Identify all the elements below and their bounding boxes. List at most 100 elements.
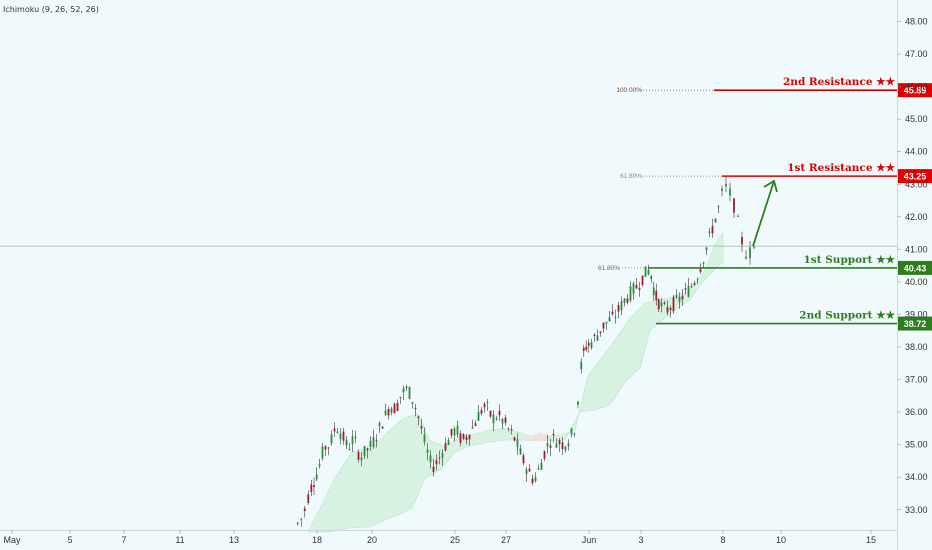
candle-body <box>753 247 755 248</box>
candle-body <box>388 409 390 415</box>
candle-body <box>328 448 330 449</box>
price-tag-text: 40.43 <box>904 263 927 273</box>
candle-body <box>433 467 435 472</box>
candle-body <box>415 408 417 409</box>
candle-body <box>630 286 632 300</box>
candle-body <box>733 198 735 212</box>
candle-body <box>300 519 302 520</box>
x-tick-label: 18 <box>312 535 322 545</box>
candle-body <box>319 464 321 466</box>
fib-label: 61.80% <box>620 173 642 180</box>
candle-body <box>688 286 690 297</box>
y-tick-label: 38.00 <box>905 342 928 352</box>
candle-body <box>694 283 696 285</box>
candle-body <box>403 388 405 392</box>
candle-body <box>562 442 564 449</box>
candle-body <box>547 443 549 446</box>
candle-body <box>725 184 727 187</box>
candle-body <box>484 404 486 408</box>
candle-body <box>618 305 620 312</box>
candle-body <box>609 317 611 321</box>
candle-body <box>585 347 587 350</box>
candle-body <box>559 440 561 444</box>
candle-body <box>475 423 477 426</box>
candle-body <box>685 288 687 289</box>
y-tick-label: 36.00 <box>905 407 928 417</box>
candle-body <box>597 335 599 340</box>
candle-body <box>580 362 582 369</box>
candle-body <box>313 485 315 487</box>
x-tick-label: 8 <box>720 535 725 545</box>
candle-body <box>667 307 669 313</box>
candle-body <box>445 443 447 450</box>
y-tick-label: 39.00 <box>905 309 928 319</box>
y-tick-label: 41.00 <box>905 244 928 254</box>
candle-body <box>679 297 681 302</box>
candle-body <box>454 429 456 436</box>
candle-body <box>541 463 543 470</box>
candle-body <box>700 269 702 272</box>
y-tick-label: 43.00 <box>905 179 928 189</box>
candle-body <box>661 303 663 307</box>
candle-body <box>655 291 657 300</box>
candle-body <box>526 470 528 474</box>
x-tick-label: 25 <box>450 535 460 545</box>
candle-body <box>337 432 339 433</box>
candle-body <box>606 322 608 324</box>
candle-body <box>502 419 504 424</box>
price-tag: 40.43 <box>898 261 932 275</box>
candle-body <box>505 418 507 423</box>
y-tick-label: 48.00 <box>905 17 928 27</box>
candle-body <box>709 231 711 233</box>
candle-body <box>550 445 552 447</box>
x-tick-label: 15 <box>866 535 876 545</box>
candle-body <box>394 404 396 414</box>
candle-body <box>409 387 411 399</box>
candle-body <box>379 423 381 426</box>
candle-body <box>466 437 468 440</box>
candle-body <box>529 469 531 472</box>
candle-body <box>627 298 629 302</box>
fib-label: 61.80% <box>598 265 620 272</box>
candle-body <box>517 439 519 447</box>
candle-body <box>565 447 567 450</box>
candle-body <box>382 427 384 429</box>
candle-body <box>469 435 471 439</box>
candle-body <box>729 189 731 196</box>
candle-body <box>642 276 644 285</box>
candle-body <box>718 206 720 207</box>
candle-body <box>448 440 450 445</box>
candle-body <box>496 418 498 419</box>
candle-body <box>621 301 623 310</box>
candle-body <box>325 446 327 449</box>
candle-body <box>424 435 426 442</box>
x-tick-label: 7 <box>121 535 126 545</box>
level-label: 1st Support ★★ <box>804 254 896 266</box>
candle-body <box>639 288 641 290</box>
candle-body <box>322 446 324 458</box>
candle-body <box>571 428 573 434</box>
candle-body <box>745 257 747 259</box>
x-tick-label: May <box>3 535 21 545</box>
candle-body <box>538 468 540 469</box>
candle-body <box>511 429 513 430</box>
candle-body <box>442 453 444 458</box>
candle-body <box>633 283 635 293</box>
candle-body <box>508 428 510 429</box>
candle-body <box>397 403 399 411</box>
candle-body <box>737 216 739 217</box>
y-tick-label: 47.00 <box>905 49 928 59</box>
x-tick-label: 13 <box>229 535 239 545</box>
candle-body <box>676 295 678 297</box>
candle-body <box>373 437 375 447</box>
candle-body <box>310 484 312 492</box>
candle-body <box>648 270 650 275</box>
y-tick-label: 35.00 <box>905 440 928 450</box>
candle-body <box>364 446 366 456</box>
candle-body <box>535 477 537 481</box>
candle-body <box>523 455 525 463</box>
candle-body <box>650 276 652 279</box>
candle-body <box>307 494 309 503</box>
